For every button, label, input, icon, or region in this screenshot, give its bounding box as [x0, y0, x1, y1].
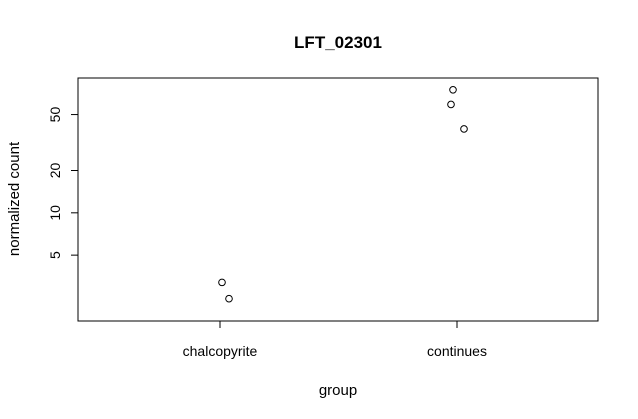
data-point: [449, 86, 457, 94]
data-point: [218, 278, 226, 287]
chart-title: LFT_02301: [294, 33, 382, 52]
y-tick-label: 50: [47, 107, 63, 123]
data-point: [447, 100, 455, 109]
data-points: [218, 86, 468, 303]
y-axis: 5 10 20 50: [47, 107, 78, 259]
y-tick-label: 10: [47, 205, 63, 221]
data-point: [225, 294, 233, 303]
plot-frame: [77, 77, 599, 322]
x-axis: chalcopyrite continues: [183, 321, 487, 359]
y-tick-label: 20: [47, 163, 63, 179]
data-point: [460, 125, 468, 133]
x-tick-label: continues: [427, 343, 487, 359]
plot-area: 5 10 20 50 chalcopyrite continues: [47, 77, 599, 359]
x-tick-label: chalcopyrite: [183, 343, 258, 359]
y-tick-label: 5: [47, 251, 63, 259]
x-axis-label: group: [319, 382, 357, 399]
y-axis-label: normalized count: [6, 141, 23, 256]
